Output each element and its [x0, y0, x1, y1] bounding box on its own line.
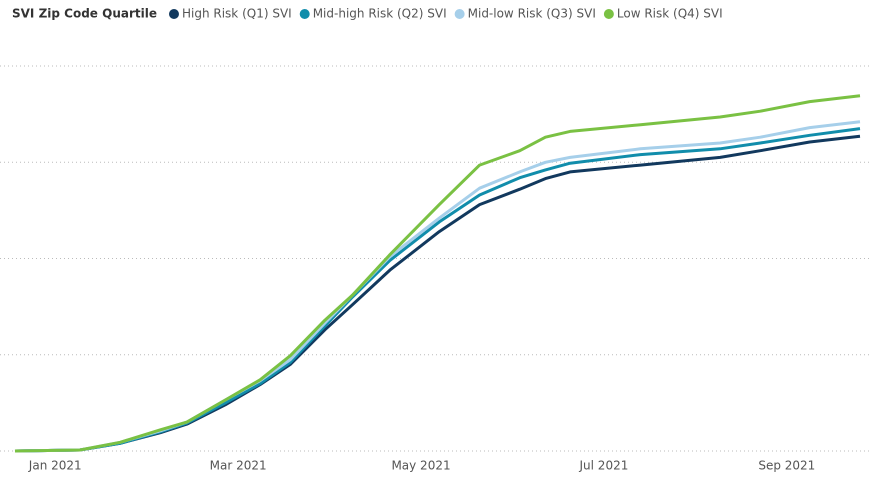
- legend-marker: [454, 9, 465, 19]
- legend-marker: [299, 9, 310, 19]
- series-line: [14, 134, 861, 453]
- x-tick-label: Mar 2021: [210, 459, 267, 473]
- legend-marker: [603, 9, 614, 19]
- series-line: [14, 127, 861, 453]
- x-tick-label: Sep 2021: [758, 459, 815, 473]
- x-tick-label: Jul 2021: [579, 459, 629, 473]
- legend-label: Mid-low Risk (Q3) SVI: [468, 7, 596, 21]
- legend-label: High Risk (Q1) SVI: [182, 7, 292, 21]
- legend-label: Low Risk (Q4) SVI: [617, 7, 723, 21]
- x-tick-label: Jan 2021: [28, 459, 82, 473]
- x-tick-label: May 2021: [391, 459, 450, 473]
- series-line: [14, 120, 861, 453]
- legend-marker: [168, 9, 179, 19]
- legend-label: Mid-high Risk (Q2) SVI: [313, 7, 447, 21]
- legend-title: SVI Zip Code Quartile: [12, 7, 157, 21]
- series-line: [14, 94, 861, 453]
